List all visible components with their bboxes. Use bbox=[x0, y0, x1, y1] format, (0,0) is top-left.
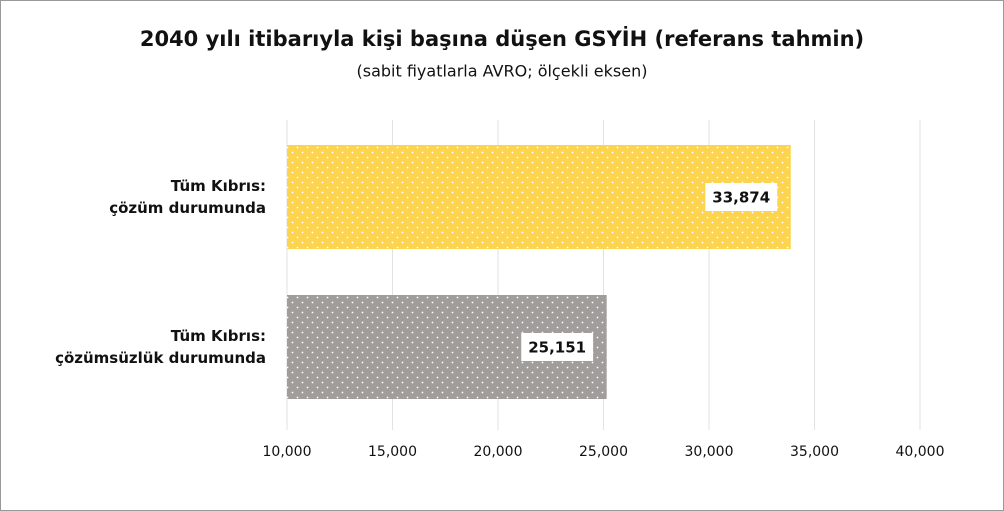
x-tick-label: 10,000 bbox=[263, 444, 312, 460]
x-tick-label: 35,000 bbox=[790, 444, 839, 460]
y-tick-label: Tüm Kıbrıs: çözümsüzlük durumunda bbox=[55, 327, 266, 367]
chart-title: 2040 yılı itibarıyla kişi başına düşen G… bbox=[140, 26, 864, 51]
x-tick-label: 40,000 bbox=[896, 444, 945, 460]
x-tick-label: 30,000 bbox=[685, 444, 734, 460]
x-tick-label: 20,000 bbox=[474, 444, 523, 460]
value-label-box bbox=[705, 183, 778, 211]
value-label: 25,151 bbox=[528, 339, 586, 357]
value-label-box bbox=[521, 333, 594, 361]
chart-subtitle: (sabit fiyatlarla AVRO; ölçekli eksen) bbox=[357, 62, 648, 81]
x-tick-label: 15,000 bbox=[368, 444, 417, 460]
value-label: 33,874 bbox=[712, 189, 770, 207]
x-tick-label: 25,000 bbox=[579, 444, 628, 460]
y-tick-label: Tüm Kıbrıs: çözüm durumunda bbox=[109, 177, 266, 217]
